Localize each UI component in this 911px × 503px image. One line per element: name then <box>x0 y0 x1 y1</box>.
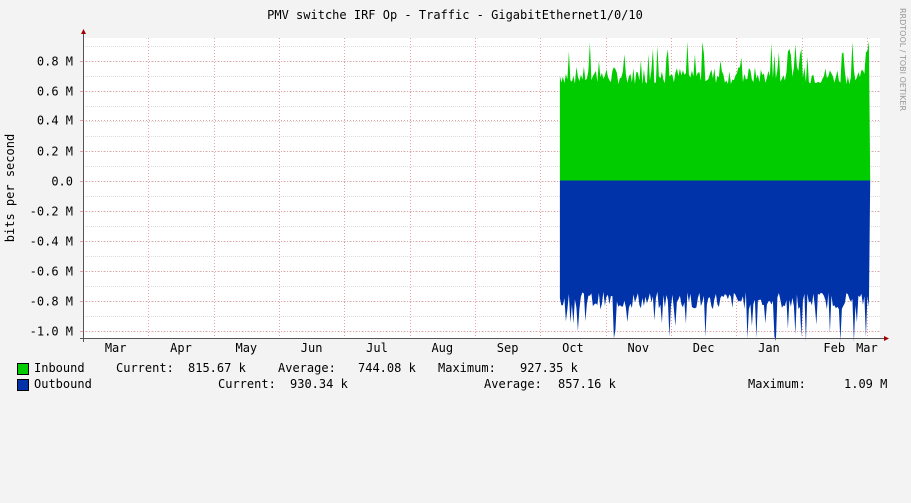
x-tick-label: Jan <box>758 341 780 355</box>
x-tick-label: Sep <box>497 341 519 355</box>
y-tick-label: 0.6 M <box>37 85 73 99</box>
y-tick-label: 0.2 M <box>37 145 73 159</box>
legend-outbound: Outbound Current: 930.34 k Average: 857.… <box>0 377 911 393</box>
x-axis-arrow <box>884 336 889 341</box>
legend-outbound-current-label: Current: <box>218 377 276 391</box>
series-layer <box>559 41 871 343</box>
y-tick-label: 0.0 <box>51 175 73 189</box>
y-axis-label: bits per second <box>3 134 17 242</box>
y-tick-labels: 0.8 M 0.6 M 0.4 M 0.2 M 0.0 -0.2 M -0.4 M -0.6 … <box>30 55 83 339</box>
legend-outbound-average: 857.16 k <box>558 377 616 391</box>
x-tick-label: Jun <box>301 341 323 355</box>
y-tick-label: 0.4 M <box>37 114 73 128</box>
x-tick-label: Oct <box>562 341 584 355</box>
x-tick-label: Feb <box>823 341 845 355</box>
chart-title: PMV switche IRF Op - Traffic - GigabitEt… <box>267 8 643 22</box>
x-tick-label: Aug <box>431 341 453 355</box>
x-tick-label: Dec <box>693 341 715 355</box>
x-tick-label: Jul <box>366 341 388 355</box>
y-tick-label: -0.6 M <box>30 265 73 279</box>
y-tick-label: -0.4 M <box>30 235 73 249</box>
legend-outbound-current: 930.34 k <box>290 377 348 391</box>
legend-outbound-maximum-label: Maximum: <box>748 377 806 391</box>
x-tick-label: Apr <box>170 341 192 355</box>
series-area-inbound <box>559 41 871 181</box>
legend-inbound: Inbound Current: 815.67 k Average: 744.0… <box>0 361 911 377</box>
legend-outbound-average-label: Average: <box>484 377 542 391</box>
y-tick-label: -0.2 M <box>30 205 73 219</box>
x-tick-label: Mar <box>105 341 127 355</box>
series-area-outbound <box>559 180 871 343</box>
legend-inbound-maximum-label: Maximum: <box>438 361 496 375</box>
y-tick-label: -1.0 M <box>30 325 73 339</box>
x-tick-labels: Mar Apr May Jun Jul Aug Sep Oct Nov Dec Jan Feb Mar <box>105 341 878 355</box>
x-tick-label: Nov <box>627 341 649 355</box>
legend-inbound-average: 744.08 k <box>358 361 416 375</box>
legend-inbound-maximum: 927.35 k <box>520 361 578 375</box>
legend-inbound-name: Inbound <box>34 361 85 375</box>
inbound-swatch <box>17 363 29 375</box>
legend-inbound-current-label: Current: <box>116 361 174 375</box>
axes <box>80 29 889 342</box>
y-tick-label: 0.8 M <box>37 55 73 69</box>
x-tick-label: Mar <box>856 341 878 355</box>
rrdtool-watermark: RRDTOOL / TOBI OETIKER <box>898 8 907 111</box>
traffic-chart: PMV switche IRF Op - Traffic - GigabitEt… <box>3 8 907 355</box>
legend-inbound-current: 815.67 k <box>188 361 246 375</box>
legend-inbound-average-label: Average: <box>278 361 336 375</box>
y-axis-arrow <box>81 29 86 34</box>
legend-outbound-name: Outbound <box>34 377 92 391</box>
legend-outbound-maximum: 1.09 M <box>844 377 888 391</box>
y-tick-label: -0.8 M <box>30 295 73 309</box>
x-tick-label: May <box>235 341 257 355</box>
outbound-swatch <box>17 379 29 391</box>
